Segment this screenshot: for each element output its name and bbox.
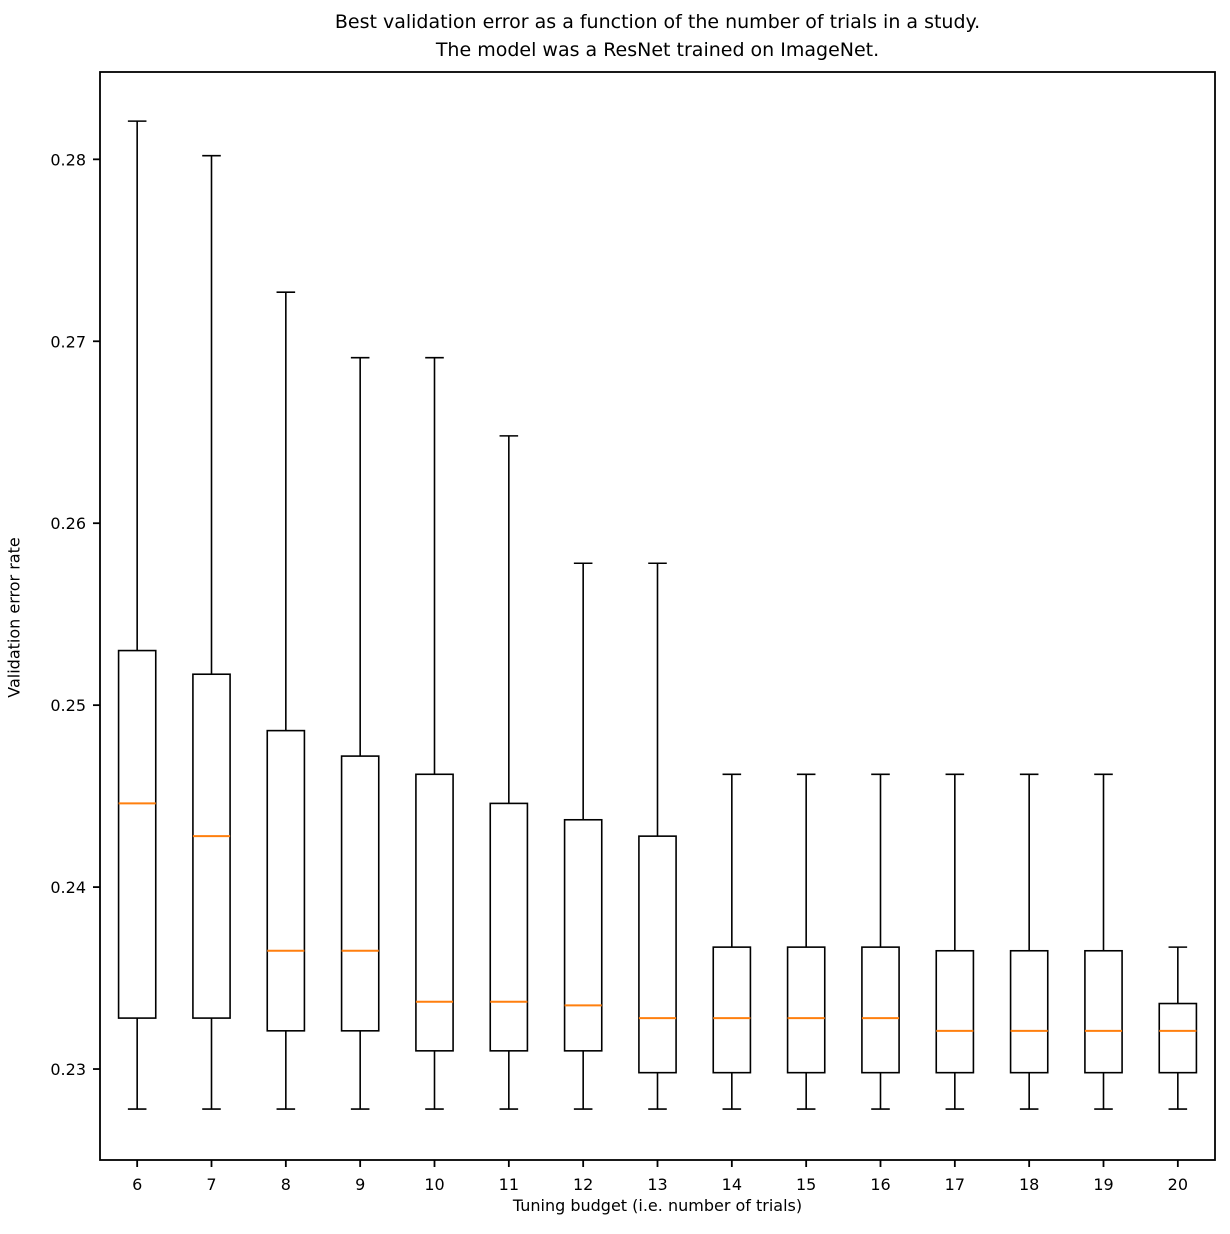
iqr-box [192, 673, 231, 1019]
x-tick-label: 6 [132, 1175, 142, 1194]
x-tick-label: 13 [647, 1175, 667, 1194]
box-group-9 [340, 356, 380, 1110]
chart-title-line1: Best validation error as a function of t… [334, 11, 981, 33]
box-group-20 [1158, 946, 1198, 1110]
iqr-box [340, 755, 380, 1032]
iqr-box [1084, 949, 1123, 1074]
x-tick-label: 10 [424, 1175, 444, 1194]
iqr-box [861, 946, 900, 1074]
iqr-box [1009, 949, 1049, 1074]
x-axis-label: Tuning budget (i.e. number of trials) [512, 1196, 803, 1215]
box-group-19 [1084, 773, 1123, 1110]
x-tick-label: 18 [1019, 1175, 1039, 1194]
iqr-box [563, 818, 603, 1052]
x-tick-label: 9 [355, 1175, 365, 1194]
iqr-box [935, 949, 975, 1074]
x-tick-label: 11 [499, 1175, 519, 1194]
box-group-16 [861, 773, 900, 1110]
x-tick-label: 8 [281, 1175, 291, 1194]
x-tick-label: 20 [1168, 1175, 1188, 1194]
box-group-14 [712, 773, 752, 1110]
iqr-box [712, 946, 752, 1074]
box-group-6 [117, 120, 157, 1110]
x-tick-label: 14 [722, 1175, 742, 1194]
x-tick-label: 15 [796, 1175, 816, 1194]
y-tick-label: 0.24 [50, 878, 86, 897]
box-group-13 [638, 562, 677, 1110]
iqr-box [1158, 1002, 1198, 1074]
y-tick-label: 0.28 [50, 150, 86, 169]
box-group-12 [563, 562, 603, 1110]
x-tick-label: 12 [573, 1175, 593, 1194]
iqr-box [117, 649, 157, 1019]
x-tick-label: 7 [206, 1175, 216, 1194]
box-group-10 [415, 356, 454, 1110]
box-group-8 [266, 291, 306, 1110]
iqr-box [489, 802, 529, 1052]
box-group-11 [489, 435, 529, 1110]
box-group-17 [935, 773, 975, 1110]
iqr-box [266, 729, 306, 1032]
y-axis-label: Validation error rate [4, 537, 24, 698]
y-tick-label: 0.25 [50, 696, 86, 715]
y-tick-label: 0.26 [50, 514, 86, 533]
chart-title: Best validation error as a function of t… [100, 8, 1215, 64]
box-group-15 [786, 773, 826, 1110]
x-tick-label: 19 [1093, 1175, 1113, 1194]
iqr-box [415, 773, 454, 1052]
iqr-box [638, 835, 677, 1074]
x-tick-label: 16 [870, 1175, 890, 1194]
y-tick-label: 0.27 [50, 332, 86, 351]
box-group-18 [1009, 773, 1049, 1110]
x-tick-label: 17 [945, 1175, 965, 1194]
box-group-7 [192, 154, 231, 1110]
chart-title-line2: The model was a ResNet trained on ImageN… [435, 39, 880, 61]
y-tick-label: 0.23 [50, 1060, 86, 1079]
iqr-box [786, 946, 826, 1074]
